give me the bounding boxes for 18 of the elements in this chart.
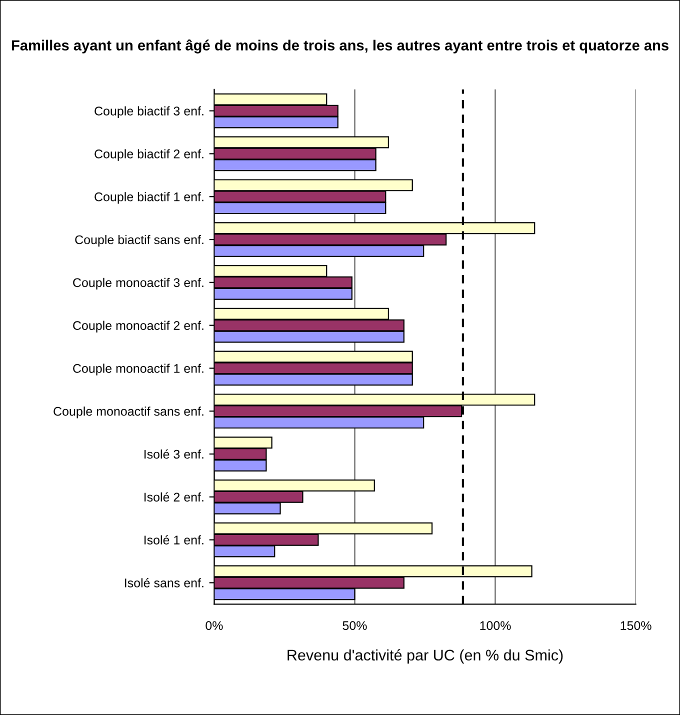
y-tick-label: Couple monoactif sans enf. xyxy=(54,406,204,418)
y-tick-label: Couple biactif 1 enf. xyxy=(94,192,204,204)
y-tick-label: Isolé 2 enf. xyxy=(144,492,204,502)
y-tick-label: Isolé 1 enf. xyxy=(144,535,204,544)
y-tick-label: Couple monoactif 1 enf. xyxy=(73,364,204,376)
x-tick-label: 100% xyxy=(480,621,511,630)
x-tick-label: 50% xyxy=(342,621,367,630)
y-tick-label: Couple monoactif 3 enf. xyxy=(73,278,204,290)
y-tick-label: Couple biactif sans enf. xyxy=(75,234,204,247)
y-tick-label: Couple biactif 2 enf. xyxy=(94,149,204,161)
y-tick-label: Couple biactif 3 enf. xyxy=(94,106,204,118)
x-tick-label: 150% xyxy=(620,621,652,630)
chart-title: Familles ayant un enfant âgé de moins de trois ans, les autres ayant entre trois et quatorze ans xyxy=(12,39,668,54)
y-tick-label: Isolé sans enf. xyxy=(125,578,204,588)
y-tick-label: Couple monoactif 2 enf. xyxy=(73,320,204,332)
x-tick-label: 0% xyxy=(206,621,223,630)
y-tick-label: Isolé 3 enf. xyxy=(144,449,204,459)
x-axis-title: Revenu d'activité par UC (en % du Smic) xyxy=(288,649,563,664)
